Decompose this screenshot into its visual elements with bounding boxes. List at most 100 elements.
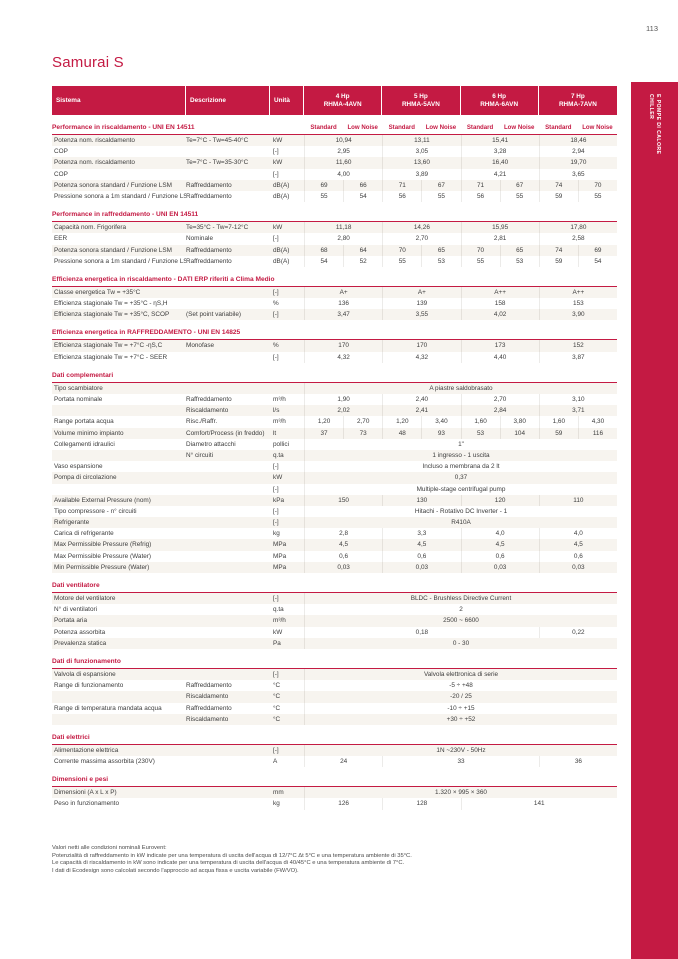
value-cell: 3,71 bbox=[538, 405, 617, 417]
value-cell: 0,6 bbox=[304, 550, 382, 562]
spec-row: Efficienza stagionale Tw = +35°C - ηS,H%… bbox=[52, 298, 617, 310]
row-label: Potenza sonora standard / Funzione LSM bbox=[54, 246, 172, 254]
value-cell: 13,60 bbox=[382, 157, 460, 169]
value-cell: 3,05 bbox=[382, 146, 460, 158]
value-cell: A++ bbox=[460, 286, 539, 299]
value-cell: 0,03 bbox=[538, 561, 617, 574]
spec-row: Motore del ventilatore [-] BLDC - Brushles… bbox=[52, 593, 617, 605]
value-cell: 3,89 bbox=[382, 168, 460, 180]
spec-row: N° di ventilatori q.ta 2 bbox=[52, 604, 617, 616]
side-tab-line-2: E POMPE DI CALORE bbox=[655, 94, 661, 155]
spec-row: Efficienza stagionale Tw = +7°C -ηS,C Mon… bbox=[52, 340, 617, 352]
row-unit: % bbox=[273, 342, 279, 350]
value-cell: 69 bbox=[577, 244, 617, 256]
value-cell: 67 bbox=[499, 179, 539, 191]
value-cell: 153 bbox=[538, 298, 617, 310]
spec-row: Portata aria m³/h 2500 ~ 6600 bbox=[52, 615, 617, 627]
section-body: Alimentazione elettrica [-] 1N ~230V - 50H… bbox=[52, 744, 617, 768]
section-title: Dati complementari bbox=[52, 371, 114, 379]
value-cell: 54 bbox=[304, 255, 343, 267]
row-unit: °C bbox=[273, 693, 281, 701]
footnote-line: Le capacità di riscaldamento in kW sono … bbox=[52, 860, 405, 867]
footnote-line: I dati di Ecodesign sono calcolati secon… bbox=[52, 867, 299, 874]
row-label: Tipo compressore - n° circuiti bbox=[54, 507, 137, 515]
spec-row: Tipo compressore - n° circuiti [-] Hitachi… bbox=[52, 505, 617, 518]
row-unit: MPa bbox=[273, 541, 287, 549]
row-description: Raffreddamento bbox=[186, 396, 232, 403]
spec-row: [-] Multiple-stage centrifugal pump bbox=[52, 483, 617, 495]
row-label: Portata nominale bbox=[54, 396, 103, 403]
spec-row: Pressione sonora a 1m standard / Funzion… bbox=[52, 255, 617, 267]
row-unit: [-] bbox=[273, 485, 279, 493]
value-cell: +30 ÷ +52 bbox=[304, 713, 617, 725]
value-cell: 0,18 bbox=[304, 626, 539, 638]
spec-row: Refrigerante [-] R410A bbox=[52, 517, 617, 529]
spec-row: Riscaldamento l/s 2,02 2,41 2,84 3,71 bbox=[52, 405, 617, 417]
value-cell: 93 bbox=[421, 427, 460, 439]
value-cell: Multiple-stage centrifugal pump bbox=[304, 483, 617, 495]
value-cell: 3,90 bbox=[538, 309, 617, 321]
row-unit: kW bbox=[273, 159, 283, 167]
value-cell: 36 bbox=[538, 756, 617, 768]
standard-subheader: Standard bbox=[545, 124, 572, 131]
row-label: Min Permissible Pressure (Water) bbox=[54, 563, 150, 571]
table-body: Performance in riscaldamento - UNI EN 14… bbox=[52, 123, 617, 810]
value-cell: 152 bbox=[538, 340, 617, 352]
value-cell: 3,28 bbox=[460, 146, 539, 158]
spec-row: Potenza sonora standard / Funzione LSM Ra… bbox=[52, 179, 617, 191]
row-description: Te=35°C - Tw=7-12°C bbox=[186, 224, 249, 232]
value-cell: 3,47 bbox=[304, 309, 382, 321]
spec-row: Classe energetica Tw = +35°C [-] A+ A+ A++ A+… bbox=[52, 286, 617, 299]
section-title: Dimensioni e pesi bbox=[52, 776, 109, 784]
row-label: Pressione sonora a 1m standard / Funzion… bbox=[54, 192, 186, 200]
row-label: Pompa di circolazione bbox=[54, 474, 117, 482]
row-unit: kW bbox=[273, 628, 283, 636]
value-cell: 53 bbox=[460, 427, 500, 439]
model-code: RHMA-7AVN bbox=[558, 100, 597, 108]
row-unit: pollici bbox=[273, 440, 289, 448]
value-cell: 4,5 bbox=[538, 539, 617, 551]
spec-row: Riscaldamento °C +30 ÷ +52 bbox=[52, 713, 617, 725]
row-description: N° circuiti bbox=[186, 451, 214, 459]
value-cell: 55 bbox=[304, 190, 343, 203]
spec-row: Range di temperatura mandata acqua Raffre… bbox=[52, 702, 617, 714]
value-cell: Hitachi - Rotativo DC Inverter - 1 bbox=[304, 505, 617, 518]
row-unit: [-] bbox=[273, 519, 279, 527]
spec-row: EER Nominale [-] 2,80 2,70 2,81 2,58 bbox=[52, 233, 617, 245]
section-header: Performance in riscaldamento - UNI EN 14… bbox=[52, 123, 617, 135]
section-title: Dati ventilatore bbox=[52, 582, 100, 589]
row-label: Efficienza stagionale Tw = +7°C -ηS,C bbox=[54, 342, 163, 350]
row-unit: [-] bbox=[273, 746, 279, 754]
value-cell: 55 bbox=[421, 190, 460, 203]
row-unit: dB(A) bbox=[273, 192, 290, 200]
value-cell: 1.320 × 995 × 360 bbox=[304, 787, 617, 799]
row-description: Comfort/Process (in freddo) bbox=[186, 429, 265, 437]
row-label: Classe energetica Tw = +35°C bbox=[54, 288, 141, 296]
row-unit: [-] bbox=[273, 595, 279, 602]
value-cell: 37 bbox=[304, 427, 343, 439]
row-label: Refrigerante bbox=[54, 519, 90, 527]
chapter-side-tab-label: CHILLER E POMPE DI CALORE bbox=[648, 94, 661, 154]
value-cell: 4,00 bbox=[304, 168, 382, 180]
value-cell: 3,65 bbox=[538, 168, 617, 180]
value-cell: 24 bbox=[304, 756, 382, 768]
value-cell: 126 bbox=[304, 798, 382, 810]
row-description: Raffreddamento bbox=[186, 181, 232, 189]
value-cell: 56 bbox=[382, 190, 421, 203]
row-unit: [-] bbox=[273, 235, 279, 243]
spec-row: Valvola di espansione [-] Valvola elettron… bbox=[52, 668, 617, 681]
row-unit: °C bbox=[273, 715, 281, 723]
row-unit: °C bbox=[273, 704, 281, 712]
spec-row: Available External Pressure (nom) kPa 150 1… bbox=[52, 494, 617, 506]
value-cell: 2,40 bbox=[382, 394, 460, 406]
value-cell: 2 bbox=[304, 604, 617, 616]
value-cell: 69 bbox=[304, 179, 343, 191]
spec-table: Sistema Descrizione Unità 4 Hp RHMA-4AVN 5… bbox=[52, 86, 617, 810]
value-cell: 65 bbox=[499, 244, 539, 256]
row-description: Te=7°C - Tw=45-40°C bbox=[186, 137, 249, 144]
value-cell: -10 ÷ +15 bbox=[304, 702, 617, 714]
row-label: Range di funzionamento bbox=[54, 682, 124, 690]
row-unit: [-] bbox=[273, 148, 279, 156]
section-body: Tipo scambiatore A piastre saldobrasato Po… bbox=[52, 382, 617, 574]
